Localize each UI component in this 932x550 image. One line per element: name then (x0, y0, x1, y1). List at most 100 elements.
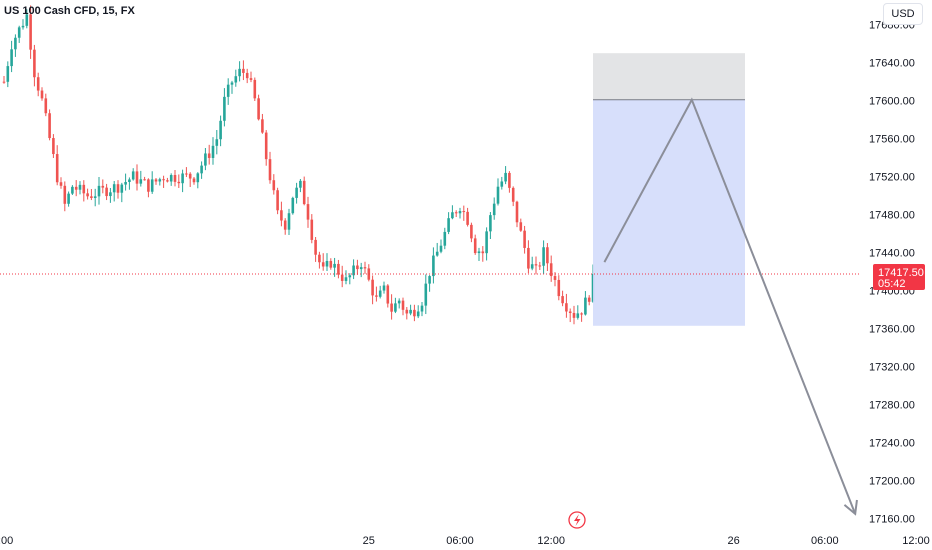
candle-body (576, 313, 580, 318)
date-tick-label: 25 (363, 535, 375, 547)
candle-body (287, 213, 291, 230)
candle-body (443, 231, 447, 246)
candle-body (409, 309, 412, 314)
price-tick-label: 17160.00 (869, 514, 915, 526)
candle-body (177, 181, 181, 184)
candle-body (405, 309, 409, 314)
candle-body (44, 98, 48, 114)
candle-body (356, 265, 359, 270)
candle-body (74, 186, 78, 190)
candle-body (565, 303, 568, 312)
price-tick-label: 17600.00 (869, 96, 915, 108)
candle-body (580, 313, 583, 315)
candle-body (207, 153, 211, 158)
candle-body (71, 186, 74, 194)
candle-body (466, 211, 469, 225)
candle-body (131, 171, 135, 180)
candle-body (181, 173, 184, 184)
candle-body (48, 113, 51, 139)
candle-body (245, 72, 249, 79)
candle-body (473, 238, 477, 254)
candle-body (291, 197, 295, 214)
candle-body (470, 224, 473, 239)
candle-body (295, 187, 298, 198)
candle-body (204, 153, 207, 166)
candle-body (561, 296, 564, 304)
candle-body (318, 254, 321, 263)
profit-target-zone[interactable] (593, 99, 745, 326)
candle-body (435, 251, 439, 256)
price-tick-label: 17520.00 (869, 172, 915, 184)
candle-body (128, 179, 131, 182)
time-axis[interactable]: 2506:0012:002606:0012:002906:0012:0018:0… (0, 535, 932, 547)
candle-body (477, 251, 481, 254)
candle-body (538, 265, 542, 267)
candle-body (78, 184, 82, 190)
candle-body (139, 179, 143, 184)
candle-body (333, 263, 336, 268)
candle-body (6, 66, 10, 82)
candle-body (173, 175, 177, 182)
candle-body (553, 276, 557, 280)
candle-body (432, 255, 435, 277)
candle-body (310, 219, 314, 240)
candle-body (112, 184, 116, 193)
candle-body (394, 303, 397, 312)
forecast-arrowhead (843, 499, 858, 516)
symbol-title[interactable]: US 100 Cash CFD, 15, FX (4, 5, 135, 17)
candle-body (158, 179, 162, 182)
price-tick-label: 17240.00 (869, 438, 915, 450)
price-tick-label: 17440.00 (869, 248, 915, 260)
candle-body (268, 159, 272, 181)
candle-body (489, 215, 492, 232)
candle-body (340, 274, 344, 281)
candle-body (519, 222, 523, 231)
candle-body (215, 139, 219, 146)
candle-body (329, 260, 333, 268)
candle-body (230, 82, 234, 85)
candle-body (549, 263, 553, 277)
price-tick-label: 17280.00 (869, 400, 915, 412)
date-tick-label: 26 (727, 535, 739, 547)
candle-body (17, 27, 21, 38)
candle-body (59, 182, 63, 186)
candle-body (325, 260, 329, 267)
candle-body (109, 192, 112, 197)
candle-body (63, 185, 67, 204)
candle-body (390, 303, 393, 312)
candle-body (238, 68, 241, 77)
candle-body (546, 247, 549, 264)
price-tick-label: 17480.00 (869, 210, 915, 222)
price-tick-label: 17360.00 (869, 324, 915, 336)
candle-body (52, 138, 55, 155)
candle-body (542, 247, 545, 266)
price-tick-label: 17560.00 (869, 134, 915, 146)
candle-body (82, 184, 86, 194)
candle-body (90, 196, 93, 198)
candle-body (451, 212, 454, 219)
candle-body (401, 300, 405, 310)
candle-body (264, 132, 268, 160)
candle-body (200, 165, 203, 174)
candle-body (86, 193, 89, 197)
candle-body (454, 212, 458, 214)
candle-body (515, 201, 519, 223)
forecast-path[interactable] (603, 97, 857, 515)
candle-body (124, 181, 127, 185)
candle-body (97, 185, 101, 197)
stop-loss-zone[interactable] (593, 53, 745, 100)
candle-body (557, 279, 561, 297)
candle-body (55, 154, 59, 183)
time-tick-label: :00 (0, 535, 13, 547)
candle-body (337, 263, 340, 275)
price-axis[interactable]: 17680.0017640.0017600.0017560.0017520.00… (869, 20, 915, 526)
lightning-event-icon[interactable] (568, 511, 586, 529)
candle-body (511, 187, 515, 202)
candle-series (2, 5, 595, 325)
candle-body (272, 180, 276, 191)
candle-body (25, 14, 29, 26)
bar-countdown: 05:42 (878, 278, 906, 290)
currency-button[interactable]: USD (883, 3, 923, 25)
candle-body (280, 210, 283, 221)
